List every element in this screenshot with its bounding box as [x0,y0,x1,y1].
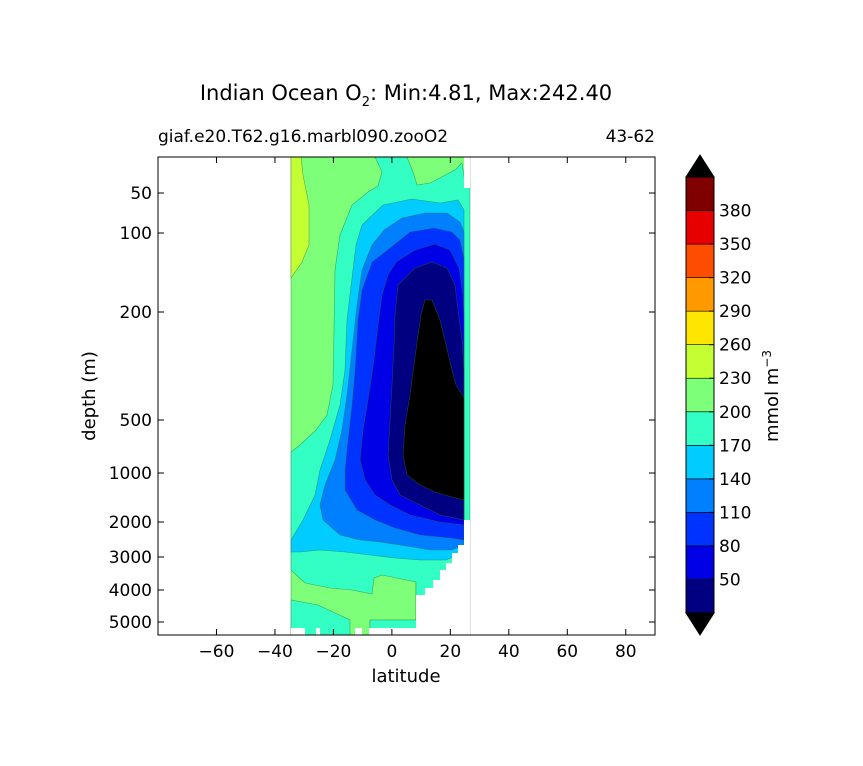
y-tick-label: 1000 [109,464,152,484]
colorbar-swatch [685,344,715,379]
colorbar-tick-label: 50 [719,570,741,590]
y-tick-label: 3000 [109,548,152,568]
colorbar-swatch [685,243,715,278]
colorbar-tick-label: 260 [719,336,751,356]
chart-subtitle-left: giaf.e20.T62.g16.marbl090.zooO2 [158,127,448,147]
colorbar-tick-label: 380 [719,202,751,222]
chart-title: Indian Ocean O2: Min:4.81, Max:242.40 [200,81,612,110]
colorbar-swatch [685,310,715,345]
colorbar-tick-label: 140 [719,470,751,490]
y-tick-label: 200 [120,303,152,323]
x-tick-label: 60 [556,642,578,662]
colorbar-swatch [685,277,715,312]
y-tick-label: 2000 [109,513,152,533]
x-tick-label: −40 [257,642,293,662]
colorbar-swatch [685,512,715,547]
contour-fill-230-260 [290,157,310,279]
x-tick-label: 80 [615,642,637,662]
colorbar-swatch [685,377,715,413]
colorbar-tick-label: 230 [719,369,751,389]
seafloor-mask [416,157,470,635]
colorbar-tick-label: 80 [719,537,741,557]
colorbar-tick-label: 200 [719,403,751,423]
x-tick-label: 0 [386,642,397,662]
y-tick-label: 50 [130,184,152,204]
plot-area: −60 −40 −20 0 20 40 60 80 50 100 200 500 1000 2000 30… [109,156,656,662]
y-ticks: 50 100 200 500 1000 2000 3000 4000 5000 [109,184,655,633]
colorbar-swatch [685,545,715,580]
colorbar-swatch [685,478,715,513]
colorbar-swatch [685,411,715,446]
seafloor-mask-2 [291,628,416,635]
y-tick-label: 500 [120,411,152,431]
x-tick-label: 20 [440,642,462,662]
contour-fill-below-20 [402,299,465,501]
colorbar-tick-label: 290 [719,302,751,322]
colorbar-extend-top [685,154,715,178]
colorbar: 50 80 110 140 170 200 230 260 290 320 350 380 mmol … [685,154,783,636]
colorbar-swatch [685,579,715,614]
x-tick-label: −60 [199,642,235,662]
colorbar-frame [685,176,715,614]
colorbar-extend-bottom [685,612,715,636]
y-tick-label: 5000 [109,613,152,633]
colorbar-swatch [685,445,715,480]
chart-subtitle-right: 43-62 [606,127,655,147]
colorbar-label: mmol m−3 [760,350,783,442]
colorbar-tick-label: 320 [719,269,751,289]
colorbar-swatch [685,176,715,211]
colorbar-tick-label: 170 [719,436,751,456]
y-axis-label: depth (m) [79,351,100,441]
contour-fills [290,157,471,635]
x-tick-label: −20 [315,642,351,662]
x-tick-label: 40 [498,642,520,662]
y-tick-label: 100 [120,224,152,244]
colorbar-swatch [685,210,715,245]
axes-frame [157,156,656,636]
colorbar-tick-label: 350 [719,235,751,255]
y-tick-label: 4000 [109,581,152,601]
colorbar-tick-label: 110 [719,503,751,523]
x-ticks: −60 −40 −20 0 20 40 60 80 [199,157,637,662]
x-axis-label: latitude [371,666,440,687]
